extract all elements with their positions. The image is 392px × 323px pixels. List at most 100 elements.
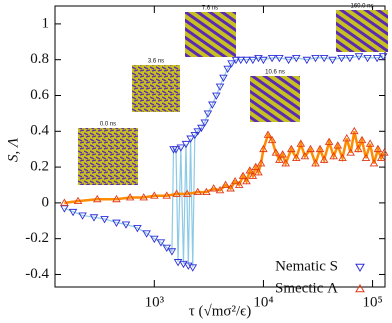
data-point [89, 214, 99, 222]
inset-label: 10.6 ns [265, 70, 285, 76]
data-point [259, 144, 268, 153]
data-point [209, 184, 218, 192]
data-point [186, 135, 195, 143]
data-point [167, 248, 177, 256]
insets: 0.0 ns 3.6 ns 7.6 ns 10.6 ns 160.0 ns [78, 4, 388, 185]
data-point [271, 148, 281, 156]
data-point [172, 189, 181, 197]
data-point [150, 235, 159, 244]
data-point [315, 144, 325, 153]
data-point [242, 177, 251, 185]
inset-image [250, 76, 300, 122]
data-point [342, 134, 352, 142]
data-point [361, 153, 371, 162]
data-point [173, 259, 183, 267]
data-point [73, 196, 83, 204]
data-point [363, 55, 372, 63]
data-point [112, 219, 121, 227]
data-point [338, 153, 347, 162]
x-tick-label: 10⁴ [253, 294, 273, 310]
data-point [319, 155, 329, 163]
data-point [311, 159, 320, 167]
data-point [176, 144, 186, 152]
data-point [223, 65, 232, 74]
data-point [267, 135, 277, 144]
data-point [379, 148, 389, 156]
data-point [231, 56, 241, 65]
data-point [365, 139, 375, 147]
data-point [215, 83, 225, 91]
data-point [329, 151, 338, 160]
data-point [357, 135, 367, 144]
data-point [373, 144, 383, 153]
data-point [236, 56, 246, 65]
data-point [300, 151, 310, 160]
y-axis-label: S, Λ [5, 138, 21, 162]
data-point [275, 55, 284, 63]
data-point [275, 155, 284, 163]
data-point [234, 180, 244, 188]
data-point [215, 185, 225, 194]
data-point [193, 187, 203, 196]
data-point [245, 166, 255, 174]
legend-marker [355, 263, 365, 272]
data-point [248, 171, 258, 179]
data-point [296, 139, 306, 147]
data-point [242, 56, 251, 65]
data-point [267, 55, 277, 63]
data-point [193, 128, 203, 136]
data-point [190, 131, 200, 140]
plot-frame [54, 5, 386, 288]
data-point [219, 74, 228, 82]
data-point [78, 212, 87, 220]
inset-label: 7.6 ns [202, 6, 218, 12]
inset-label: 160.0 ns [350, 4, 373, 10]
inset-image [78, 128, 138, 185]
data-point [350, 126, 359, 135]
data-point [311, 55, 320, 63]
y-tick-label: -0.4 [25, 266, 49, 282]
y-tick-label: 0 [42, 194, 50, 210]
inset-image [132, 65, 180, 112]
legend-label: Nematic S [275, 258, 338, 274]
data-point [230, 177, 240, 185]
data-point [302, 56, 312, 65]
data-point [133, 225, 142, 233]
data-point [354, 53, 364, 61]
data-point [60, 198, 69, 206]
data-point [150, 191, 159, 199]
data-point [100, 216, 109, 224]
legend-label: Smectic Λ [275, 280, 338, 296]
y-tick-label: 0.6 [30, 87, 49, 103]
data-point [254, 168, 263, 176]
data-point [238, 171, 248, 179]
x-tick-label: 10⁵ [362, 294, 382, 310]
data-point [162, 244, 172, 253]
data-point [292, 153, 301, 162]
data-point [200, 119, 210, 127]
data-point [328, 56, 337, 65]
data-point [226, 184, 235, 192]
data-point [182, 189, 192, 197]
data-point [324, 137, 334, 145]
data-point [354, 144, 363, 153]
data-point [197, 124, 206, 133]
y-tick-label: -0.2 [25, 230, 49, 246]
series-line [64, 131, 386, 205]
data-point [121, 221, 131, 229]
data-point [281, 159, 291, 167]
data-point [156, 239, 166, 247]
data-point [139, 193, 149, 201]
inset-label: 0.0 ns [100, 122, 116, 128]
data-point [162, 191, 172, 199]
data-point [292, 55, 301, 63]
data-point [92, 194, 102, 203]
data-point [142, 230, 151, 238]
x-axis-label: τ (√mσ²/ϵ) [189, 303, 252, 319]
data-point [284, 56, 293, 65]
data-point [203, 110, 213, 118]
y-tick-label: 0.4 [30, 123, 49, 139]
data-point [221, 180, 230, 188]
y-tick-label: 0.2 [30, 159, 49, 175]
data-point [188, 264, 198, 272]
